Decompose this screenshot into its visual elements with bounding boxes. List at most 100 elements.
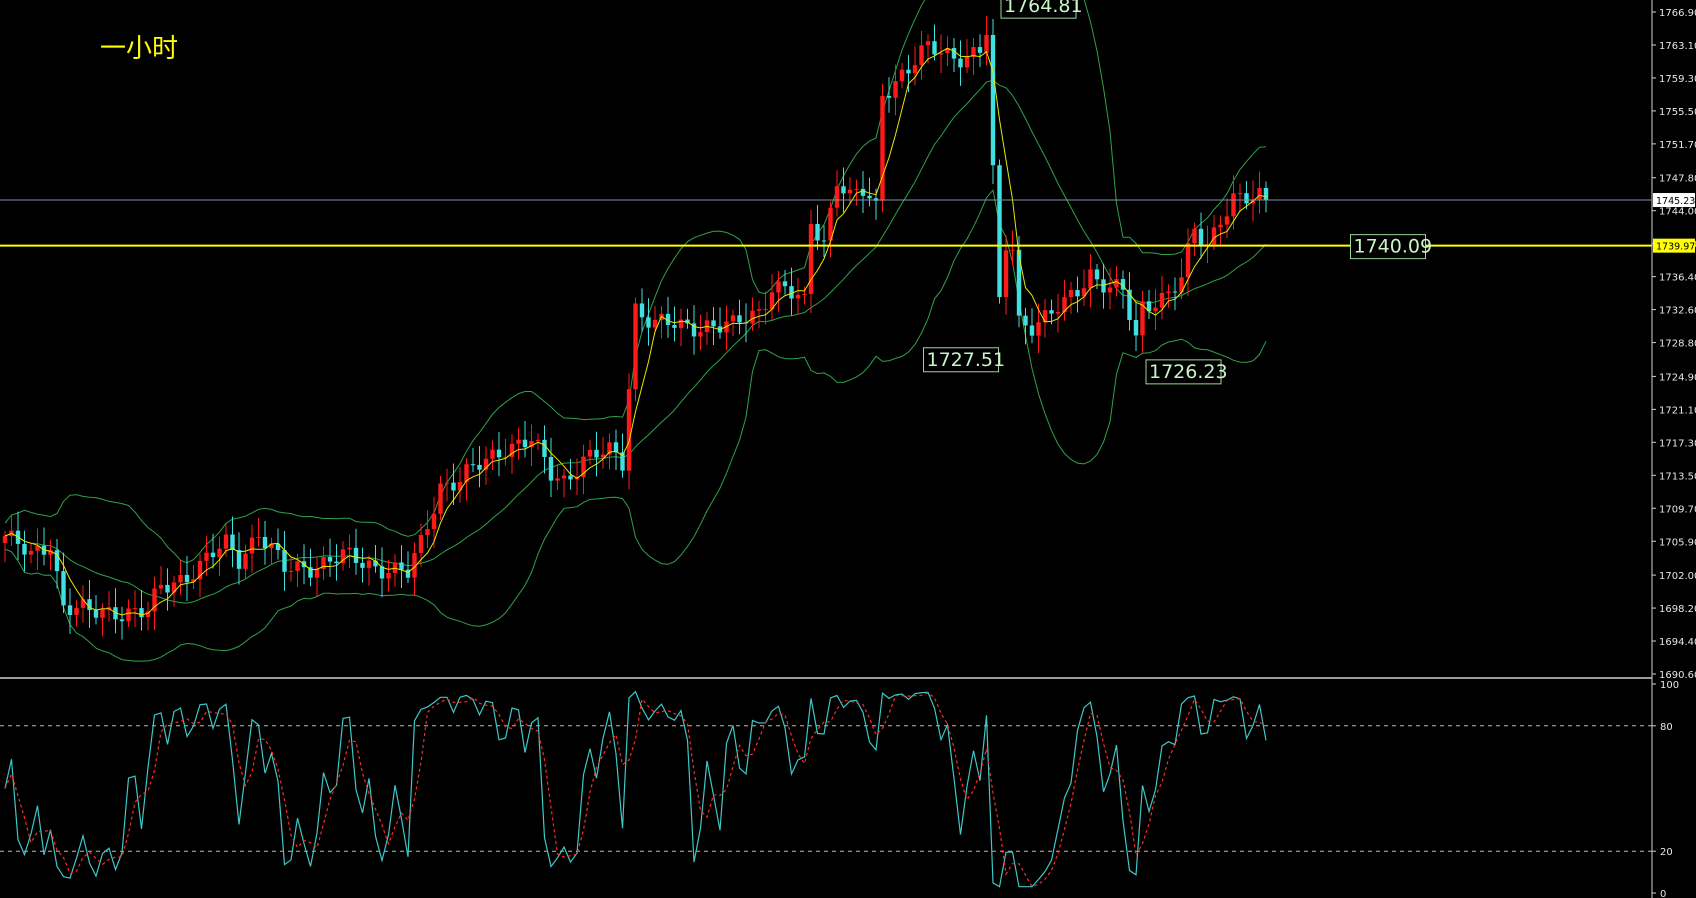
candle-body <box>379 566 385 579</box>
annotation-label: 1726.23 <box>1149 361 1228 383</box>
candle-body <box>340 549 346 564</box>
candle-body <box>28 550 34 555</box>
candle-body <box>880 96 885 201</box>
candle-body <box>964 56 970 68</box>
osc-tick-label: 20 <box>1660 847 1673 858</box>
candle-body <box>54 550 60 572</box>
candle-body <box>899 69 905 82</box>
candle-body <box>711 320 716 327</box>
candle-body <box>691 323 697 337</box>
candle-body <box>808 223 814 294</box>
candle-body <box>594 449 599 458</box>
candle-body <box>1185 243 1191 278</box>
candle-body <box>1081 288 1087 297</box>
price-tick-label: 1705.90 <box>1659 537 1696 548</box>
candle-body <box>542 439 547 457</box>
candle-body <box>841 186 846 194</box>
candle-body <box>399 562 404 570</box>
price-tick-label: 1690.60 <box>1659 670 1696 681</box>
candle-body <box>165 584 170 593</box>
candle-body <box>990 34 996 166</box>
candle-body <box>854 188 859 190</box>
candle-body <box>893 81 898 98</box>
candle-body <box>756 309 762 311</box>
candle-body <box>126 608 131 622</box>
candle-body <box>386 572 391 579</box>
candle-body <box>1231 193 1236 217</box>
candle-body <box>197 560 203 580</box>
candle-body <box>1153 307 1158 312</box>
candle-body <box>204 552 209 561</box>
candle-body <box>834 186 840 208</box>
candle-body <box>288 570 294 572</box>
candle-body <box>464 464 469 482</box>
price-tick-label: 1732.60 <box>1659 306 1696 317</box>
candle-body <box>223 534 229 549</box>
candle-body <box>626 389 632 471</box>
candle-body <box>782 281 788 287</box>
candle-body <box>132 608 138 610</box>
candle-body <box>1114 279 1119 288</box>
price-tick-label: 1709.70 <box>1659 504 1696 515</box>
candle-body <box>821 240 827 242</box>
candle-body <box>776 281 781 293</box>
osc-tick-label: 100 <box>1660 680 1679 691</box>
candle-body <box>1107 287 1113 293</box>
osc-tick-label: 80 <box>1660 722 1673 733</box>
candle-body <box>1101 279 1106 293</box>
candle-body <box>828 207 833 241</box>
candle-body <box>1133 319 1139 336</box>
candle-body <box>938 52 944 55</box>
candle-body <box>932 41 937 55</box>
candle-body <box>1192 228 1197 244</box>
price-tick-label: 1747.80 <box>1659 174 1696 185</box>
candle-body <box>919 45 924 66</box>
candle-body <box>535 439 541 441</box>
candle-body <box>262 536 268 549</box>
candle-body <box>444 482 450 484</box>
candle-body <box>730 315 736 322</box>
candle-body <box>847 189 853 194</box>
candle-body <box>789 286 794 299</box>
candle-body <box>93 610 99 618</box>
candle-body <box>145 611 151 618</box>
candle-body <box>321 556 326 569</box>
candle-body <box>1244 193 1249 204</box>
candle-body <box>951 48 957 59</box>
annotation-box <box>1350 234 1426 260</box>
candle-body <box>457 481 463 491</box>
candle-body <box>912 65 918 74</box>
candle-body <box>230 534 235 551</box>
candle-body <box>418 534 424 553</box>
price-tick-label: 1728.80 <box>1659 339 1696 350</box>
candle-body <box>360 562 365 568</box>
moving-average-line <box>4 47 1267 616</box>
price-tick-label: 1698.20 <box>1659 604 1696 615</box>
candle-body <box>2 536 8 543</box>
candle-body <box>509 443 515 457</box>
bollinger-upper-line <box>4 0 1267 564</box>
stochastic-k-line <box>4 690 1267 888</box>
candle-body <box>652 319 658 328</box>
candle-body <box>249 537 255 554</box>
candle-body <box>665 313 671 325</box>
candle-body <box>698 332 703 337</box>
candle-body <box>1094 269 1100 280</box>
candle-body <box>867 195 872 199</box>
candle-body <box>366 560 372 568</box>
candle-body <box>737 315 742 323</box>
candle-body <box>405 569 411 578</box>
candle-body <box>48 550 53 555</box>
candle-body <box>1146 301 1152 312</box>
annotation-label: 1727.51 <box>927 349 1006 371</box>
candle-body <box>275 543 281 551</box>
stochastic-d-line <box>4 692 1267 888</box>
candle-body <box>256 536 261 538</box>
price-tick-label: 1763.10 <box>1659 41 1696 52</box>
bollinger-middle-line <box>4 79 1267 604</box>
candle-body <box>516 439 521 444</box>
price-tick-label: 1755.50 <box>1659 107 1696 118</box>
price-tick-label: 1717.30 <box>1659 438 1696 449</box>
price-tick-label: 1724.90 <box>1659 372 1696 383</box>
candle-body <box>210 552 216 558</box>
